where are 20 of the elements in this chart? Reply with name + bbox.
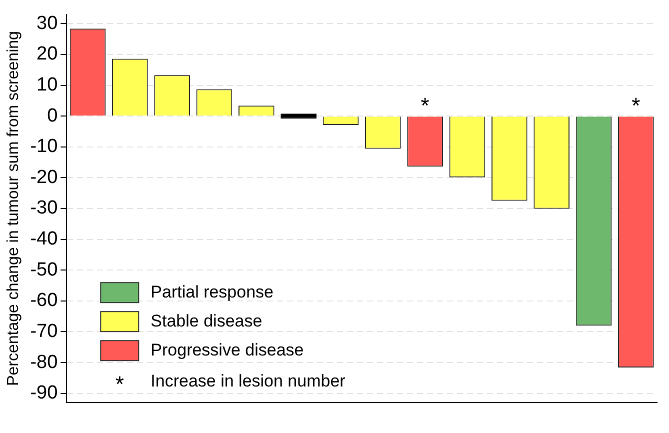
text: * Increase in lesion number <box>115 371 346 397</box>
y-tick-label: 30 <box>36 12 58 34</box>
y-tick-label: -20 <box>30 166 58 188</box>
y-tick-label: -40 <box>30 228 58 250</box>
y-tick-label: -60 <box>30 290 58 312</box>
y-tick-label: -80 <box>30 352 58 373</box>
y-tick-label: -70 <box>30 320 58 342</box>
y-tick-label: -10 <box>30 136 58 158</box>
y-tick-label: -30 <box>30 198 58 219</box>
y-axis-title: Percentage change in tumour sum from screening <box>5 31 22 386</box>
y-tick-label: -50 <box>30 259 58 280</box>
y-tick-label: -90 <box>30 382 58 404</box>
data-label: * <box>632 93 641 118</box>
y-tick-label: 10 <box>36 74 58 96</box>
legend-label: Partial response <box>150 282 274 302</box>
legend-label: Stable disease <box>150 311 262 330</box>
y-tick-label: 20 <box>36 44 58 65</box>
data-label: * <box>420 93 430 118</box>
legend-label: Progressive disease <box>150 340 304 360</box>
y-tick-label: 0 <box>47 105 58 126</box>
